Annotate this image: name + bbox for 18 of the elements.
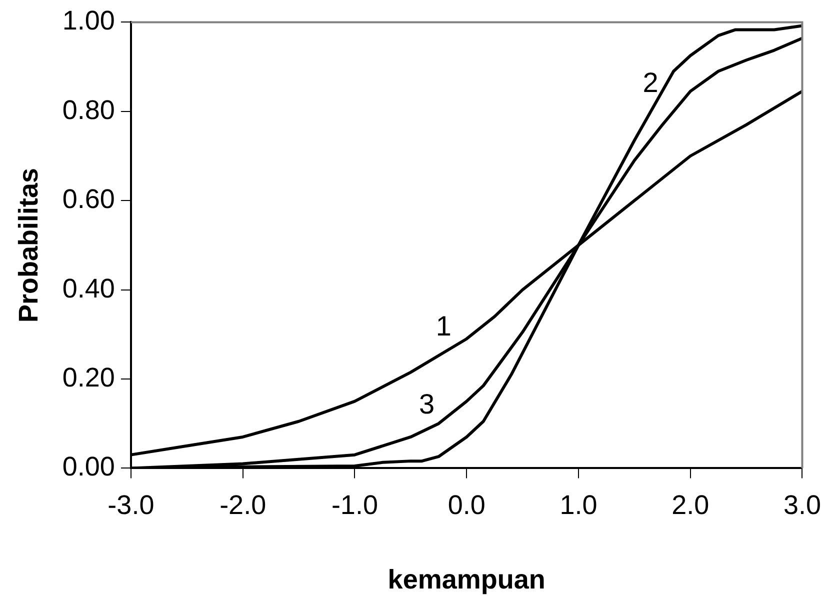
annotation: 2 [642,67,658,98]
x-tick-label: -3.0 [108,490,154,520]
x-tick-label: -1.0 [331,490,378,520]
x-tick-label: 0.0 [448,490,486,520]
y-tick-label: 0.60 [62,184,115,214]
x-tick-label: -2.0 [220,490,266,520]
x-tick-label: 3.0 [783,490,822,520]
y-axis-title: Probabilitas [14,168,44,322]
x-tick-label: 2.0 [672,490,710,520]
x-axis-title: kemampuan [388,564,546,594]
y-tick-label: 0.80 [62,94,115,125]
y-tick-label: 1.00 [62,6,115,36]
y-tick-label: 0.00 [62,452,115,482]
y-tick-label: 0.20 [62,362,115,392]
x-tick-label: 1.0 [560,490,598,520]
annotation: 3 [419,388,435,420]
y-tick-label: 0.40 [62,273,115,304]
annotation: 1 [436,310,452,342]
